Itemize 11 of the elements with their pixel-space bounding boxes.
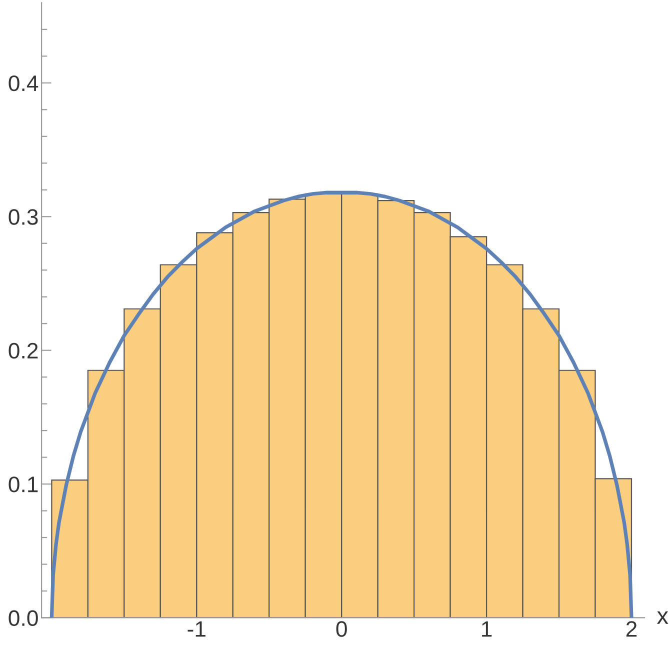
x-axis-title: x <box>656 611 668 624</box>
x-tick-label: 2 <box>626 621 637 637</box>
x-tick-label: -1 <box>188 621 206 637</box>
x-tick-label: 0 <box>336 621 347 637</box>
y-tick-label: 0.2 <box>8 342 38 359</box>
y-tick-label: 0.3 <box>8 209 38 225</box>
x-tick-label: 1 <box>482 621 492 637</box>
y-tick-label: 0.4 <box>8 75 38 92</box>
y-tick-label: 0.0 <box>8 610 38 626</box>
line-series <box>50 190 634 618</box>
y-tick-label: 0.1 <box>8 476 38 492</box>
